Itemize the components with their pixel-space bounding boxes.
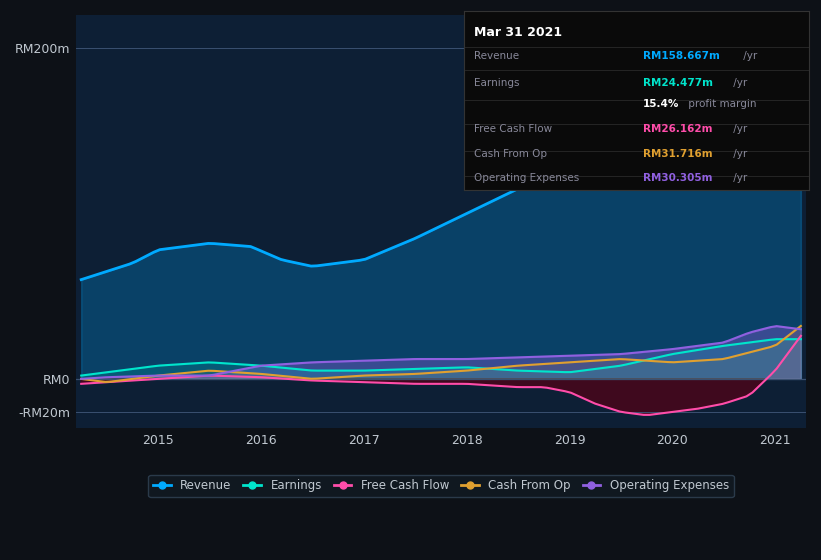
Text: Revenue: Revenue	[475, 51, 520, 61]
Text: Earnings: Earnings	[475, 78, 520, 88]
Text: /yr: /yr	[730, 78, 747, 88]
Text: /yr: /yr	[730, 173, 747, 183]
Text: 15.4%: 15.4%	[643, 99, 680, 109]
Text: /yr: /yr	[730, 148, 747, 158]
Text: RM158.667m: RM158.667m	[643, 51, 720, 61]
Text: Cash From Op: Cash From Op	[475, 148, 548, 158]
Text: /yr: /yr	[730, 124, 747, 134]
Text: /yr: /yr	[740, 51, 757, 61]
Text: RM26.162m: RM26.162m	[643, 124, 713, 134]
Text: Mar 31 2021: Mar 31 2021	[475, 26, 562, 39]
Text: RM31.716m: RM31.716m	[643, 148, 713, 158]
Text: Free Cash Flow: Free Cash Flow	[475, 124, 553, 134]
Text: profit margin: profit margin	[685, 99, 756, 109]
Legend: Revenue, Earnings, Free Cash Flow, Cash From Op, Operating Expenses: Revenue, Earnings, Free Cash Flow, Cash …	[149, 474, 734, 497]
Text: RM30.305m: RM30.305m	[643, 173, 713, 183]
Text: Operating Expenses: Operating Expenses	[475, 173, 580, 183]
Text: RM24.477m: RM24.477m	[643, 78, 713, 88]
